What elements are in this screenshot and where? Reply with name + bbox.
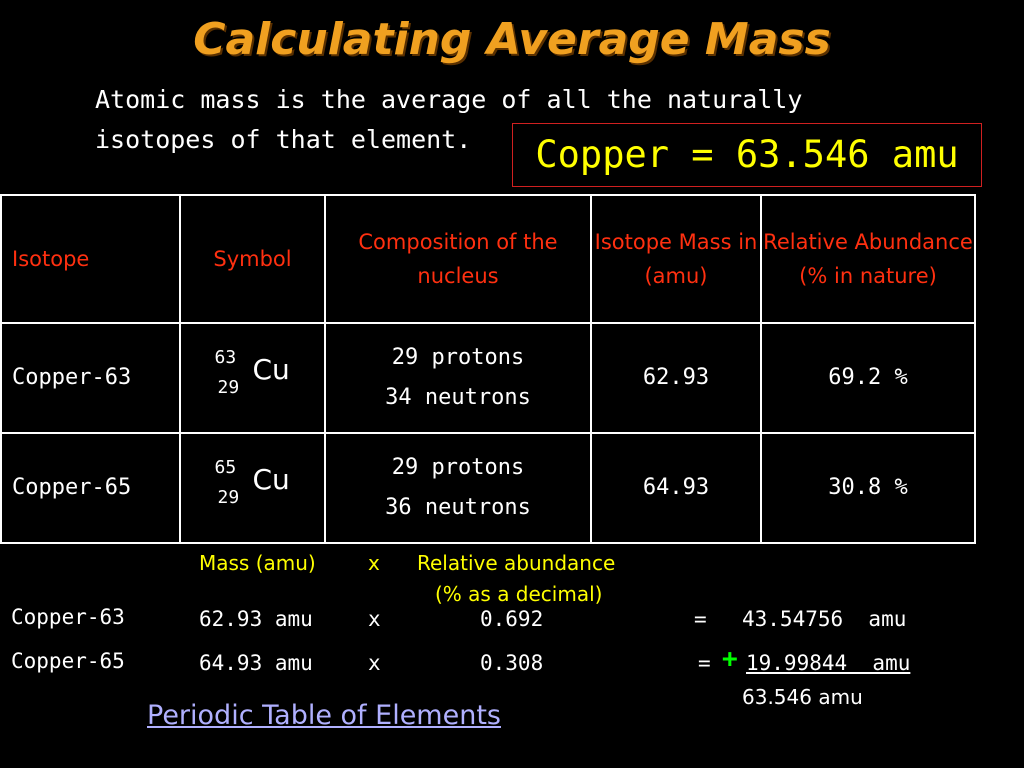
table-row: Copper-65 65 29 Cu 29 protons 36 neutron… xyxy=(0,432,976,544)
calc-row-mass: 62.93 amu xyxy=(199,607,313,631)
calc-row-decimal: 0.308 xyxy=(480,651,544,675)
calc-row-times: x xyxy=(368,651,381,675)
mass-number: 65 xyxy=(214,457,237,478)
header-isotope: Isotope xyxy=(0,194,181,324)
nuclide-notation: 63 29 Cu xyxy=(203,343,303,413)
isotope-mass: 64.93 xyxy=(590,432,762,544)
relative-abundance: 30.8 % xyxy=(760,432,976,544)
calc-row-label: Copper-63 xyxy=(11,605,125,629)
calc-header-times: x xyxy=(368,551,380,575)
calc-row-equals: = xyxy=(694,607,707,631)
table-header-row: Isotope Symbol Composition of the nucleu… xyxy=(0,194,976,324)
nuclide-notation: 65 29 Cu xyxy=(203,453,303,523)
periodic-table-link[interactable]: Periodic Table of Elements xyxy=(147,700,501,731)
proton-count: 29 protons xyxy=(391,455,525,480)
page-title: Calculating Average Mass xyxy=(193,14,831,65)
header-relative-abundance: Relative Abundance (% in nature) xyxy=(760,194,976,324)
neutron-count: 36 neutrons xyxy=(385,495,531,520)
isotope-table: Isotope Symbol Composition of the nucleu… xyxy=(0,194,976,544)
calc-header-abundance: Relative abundance xyxy=(417,551,616,575)
intro-text: Atomic mass is the average of all the na… xyxy=(95,85,803,154)
element-symbol: Cu xyxy=(252,463,290,496)
nuclide-symbol: 65 29 Cu xyxy=(179,432,326,544)
plus-sign: + xyxy=(722,644,738,674)
atomic-number: 29 xyxy=(217,377,240,398)
header-symbol: Symbol xyxy=(179,194,326,324)
calc-row-equals: = xyxy=(698,651,711,675)
calc-row-mass: 64.93 amu xyxy=(199,651,313,675)
calc-total: 63.546 amu xyxy=(742,685,863,709)
nucleus-composition: 29 protons 36 neutrons xyxy=(324,432,592,544)
atomic-number: 29 xyxy=(217,487,240,508)
element-symbol: Cu xyxy=(252,353,290,386)
nuclide-symbol: 63 29 Cu xyxy=(179,322,326,434)
header-isotope-mass: Isotope Mass in (amu) xyxy=(590,194,762,324)
table-row: Copper-63 63 29 Cu 29 protons 34 neutron… xyxy=(0,322,976,434)
mass-number: 63 xyxy=(214,347,237,368)
calc-row-decimal: 0.692 xyxy=(480,607,544,631)
calc-row-label: Copper-65 xyxy=(11,649,125,673)
calc-row-result: 19.99844 amu xyxy=(746,651,911,675)
calc-header-decimal: (% as a decimal) xyxy=(435,582,603,606)
calc-header-mass: Mass (amu) xyxy=(199,551,316,575)
proton-count: 29 protons xyxy=(391,345,525,370)
neutron-count: 34 neutrons xyxy=(385,385,531,410)
isotope-name: Copper-63 xyxy=(0,322,181,434)
relative-abundance: 69.2 % xyxy=(760,322,976,434)
isotope-name: Copper-65 xyxy=(0,432,181,544)
copper-mass-callout: Copper = 63.546 amu xyxy=(512,123,982,187)
header-composition: Composition of the nucleus xyxy=(324,194,592,324)
calc-row-result: 43.54756 amu xyxy=(742,607,907,631)
nucleus-composition: 29 protons 34 neutrons xyxy=(324,322,592,434)
isotope-mass: 62.93 xyxy=(590,322,762,434)
calc-row-times: x xyxy=(368,607,381,631)
